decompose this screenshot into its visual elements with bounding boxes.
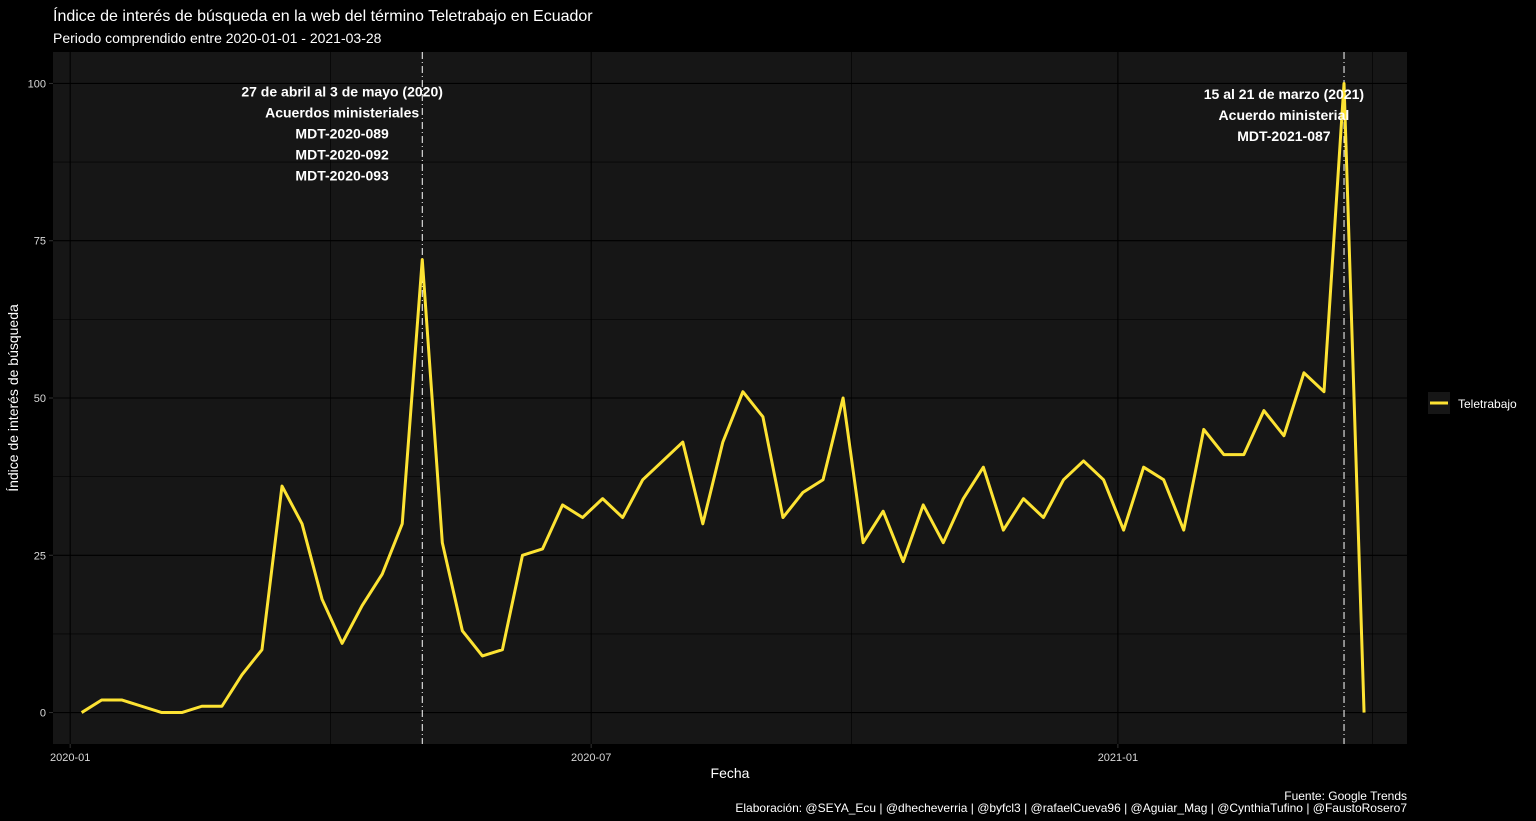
y-tick-label: 0	[40, 708, 46, 720]
y-tick-label: 50	[34, 393, 46, 405]
y-tick-label: 100	[28, 78, 46, 90]
y-tick-label: 75	[34, 236, 46, 248]
series-group	[80, 81, 1366, 715]
annotation-text: MDT-2020-093	[295, 168, 389, 184]
annotations: 27 de abril al 3 de mayo (2020) Acuerdos …	[241, 84, 1364, 184]
x-tick-label: 2020-07	[571, 752, 611, 764]
x-axis-title: Fecha	[711, 765, 750, 781]
annotation-text: MDT-2020-092	[295, 147, 389, 163]
caption-source: Fuente: Google Trends	[1284, 789, 1407, 803]
annotation-text: 15 al 21 de marzo (2021)	[1204, 86, 1364, 102]
chart-title: Índice de interés de búsqueda en la web …	[53, 6, 593, 25]
chart-subtitle: Periodo comprendido entre 2020-01-01 - 2…	[53, 30, 382, 46]
annotation-text: MDT-2021-087	[1237, 128, 1331, 144]
annotation-text: MDT-2020-089	[295, 126, 389, 142]
y-axis: 0 25 50 75 100	[28, 78, 53, 720]
x-tick-label: 2020-01	[50, 752, 90, 764]
event-lines	[421, 52, 1345, 744]
annotation-text: Acuerdos ministeriales	[265, 105, 419, 121]
legend: Teletrabajo	[1428, 392, 1517, 414]
x-axis: 2020-01 2020-07 2021-01	[50, 744, 1138, 764]
y-axis-title: Índice de interés de búsqueda	[5, 304, 21, 492]
grid-lines	[53, 52, 1407, 744]
y-tick-label: 25	[34, 550, 46, 562]
caption-credits: Elaboración: @SEYA_Ecu | @dhecheverria |…	[735, 801, 1407, 815]
annotation-text: Acuerdo ministerial	[1219, 107, 1350, 123]
legend-label: Teletrabajo	[1458, 397, 1517, 411]
x-tick-label: 2021-01	[1098, 752, 1138, 764]
series-line-teletrabajo	[80, 81, 1366, 715]
annotation-text: 27 de abril al 3 de mayo (2020)	[241, 84, 443, 100]
